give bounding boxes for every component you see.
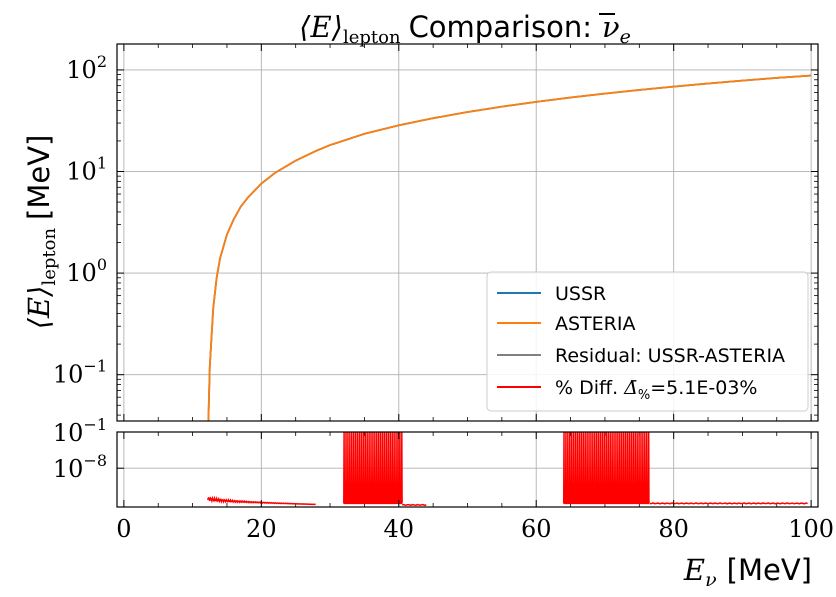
x-tick-label: 60 [521, 515, 552, 543]
main-axes-frame [116, 43, 819, 422]
residual-axes-frame [116, 431, 819, 508]
residual-y-tick-label: 10−8 [53, 451, 107, 483]
legend-label-pctdiff: % Diff. Δ̄%=5.1E-03% [555, 377, 757, 403]
legend-pctdiff-prefix: % Diff. [555, 377, 618, 399]
main-y-tick-label: 100 [66, 255, 107, 287]
ylabel-unit: [MeV] [22, 135, 56, 220]
series-line-pct-diff-spikes [562, 431, 650, 505]
x-tick-label: 20 [246, 515, 277, 543]
series-line-asteria [207, 74, 812, 422]
main-y-tick-label: 102 [66, 52, 107, 84]
legend-label-ussr: USSR [555, 283, 606, 305]
title-math: ⟨E⟩ [299, 10, 343, 44]
legend: USSR ASTERIA Residual: USSR-ASTERIA % Di… [486, 271, 809, 412]
title-sub: lepton [343, 27, 401, 48]
legend-pctdiff-sub: % [638, 388, 650, 403]
ylabel-sub: lepton [39, 228, 60, 286]
series-line-pct-diff-flat [402, 503, 427, 507]
x-axis-label: Eν [MeV] [683, 553, 812, 591]
legend-label-residual: Residual: USSR-ASTERIA [555, 345, 785, 367]
chart-title: ⟨E⟩lepton Comparison: νe [299, 10, 631, 48]
ylabel-math: ⟨E⟩ [22, 286, 56, 330]
series-line-pct-diff-spikes [343, 431, 403, 505]
residual-y-tick-label: 10−1 [53, 415, 107, 447]
title-nu: ν [602, 10, 620, 44]
main-y-tick-label: 101 [66, 154, 107, 186]
legend-pctdiff-math: Δ̄ [623, 377, 638, 399]
main-series [207, 74, 812, 422]
residual-series [207, 431, 808, 507]
residual-panel: 0 20 40 60 80 100 10−1 10−8 [53, 415, 834, 543]
xlabel-unit: [MeV] [727, 553, 812, 587]
legend-label-asteria: ASTERIA [555, 313, 635, 335]
title-nu-sub: e [620, 26, 631, 48]
x-tick-label: 40 [384, 515, 415, 543]
series-line-pct-diff-flat [649, 502, 808, 505]
residual-ticks: 0 20 40 60 80 100 10−1 10−8 [53, 415, 834, 543]
legend-box [486, 271, 809, 412]
y-axis-label: ⟨E⟩lepton [MeV] [22, 135, 60, 330]
xlabel-math: E [683, 553, 705, 587]
x-tick-label: 0 [116, 515, 131, 543]
x-tick-label: 100 [788, 515, 834, 543]
legend-pctdiff-suffix: =5.1E-03% [650, 377, 757, 399]
residual-grid [117, 431, 818, 507]
main-y-tick-label: 10−1 [53, 357, 107, 389]
xlabel-sub: ν [705, 569, 717, 591]
main-ticks: 10−1 100 101 102 [53, 44, 818, 507]
x-tick-label: 80 [658, 515, 689, 543]
title-text: Comparison: [409, 10, 592, 44]
main-panel: 10−1 100 101 102 [53, 43, 819, 507]
